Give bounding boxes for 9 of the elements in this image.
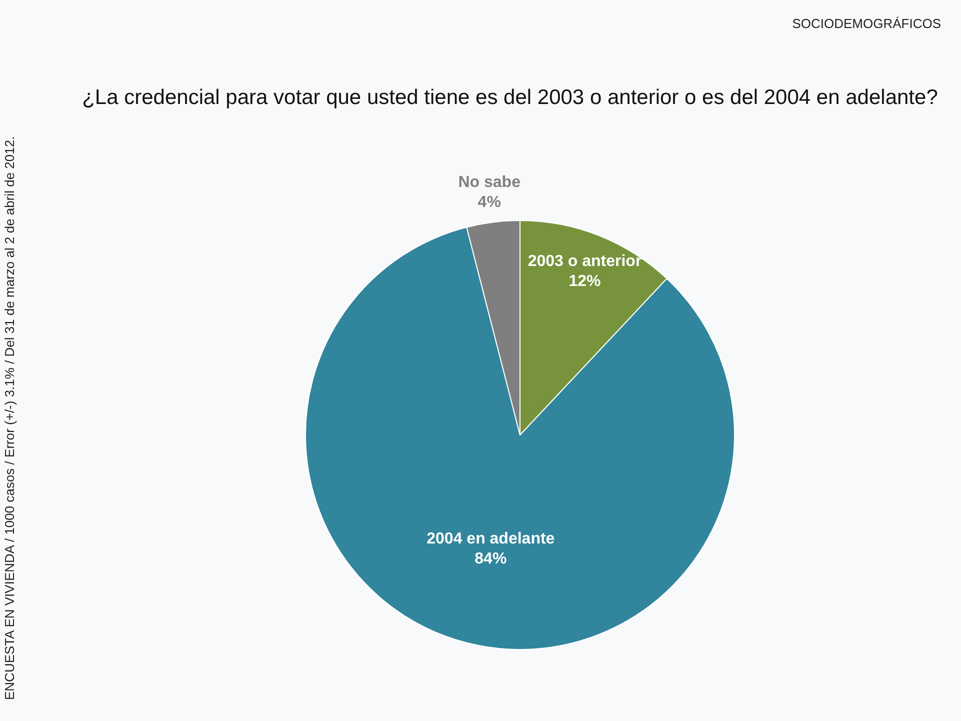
text: SOCIODEMOGRÁFICOS (792, 16, 941, 31)
slice-label: 2003 o anterior (528, 252, 642, 270)
slice-label: 2004 en adelante (426, 530, 555, 548)
data-label: 12% (568, 272, 601, 290)
data-label: 84% (474, 550, 507, 568)
slice-label: No sabe (458, 174, 521, 191)
chart-title: ¿La credencial para votar que usted tiene es del 2003 o anterior o es del 2004 en adelante? (81, 86, 939, 110)
text: ENCUESTA EN VIVIENDA / 1000 casos / Error (+/-) 3.1% / Del 31 de marzo al 2 de abril de 2012. (2, 135, 17, 700)
data-label: 4% (478, 194, 501, 211)
